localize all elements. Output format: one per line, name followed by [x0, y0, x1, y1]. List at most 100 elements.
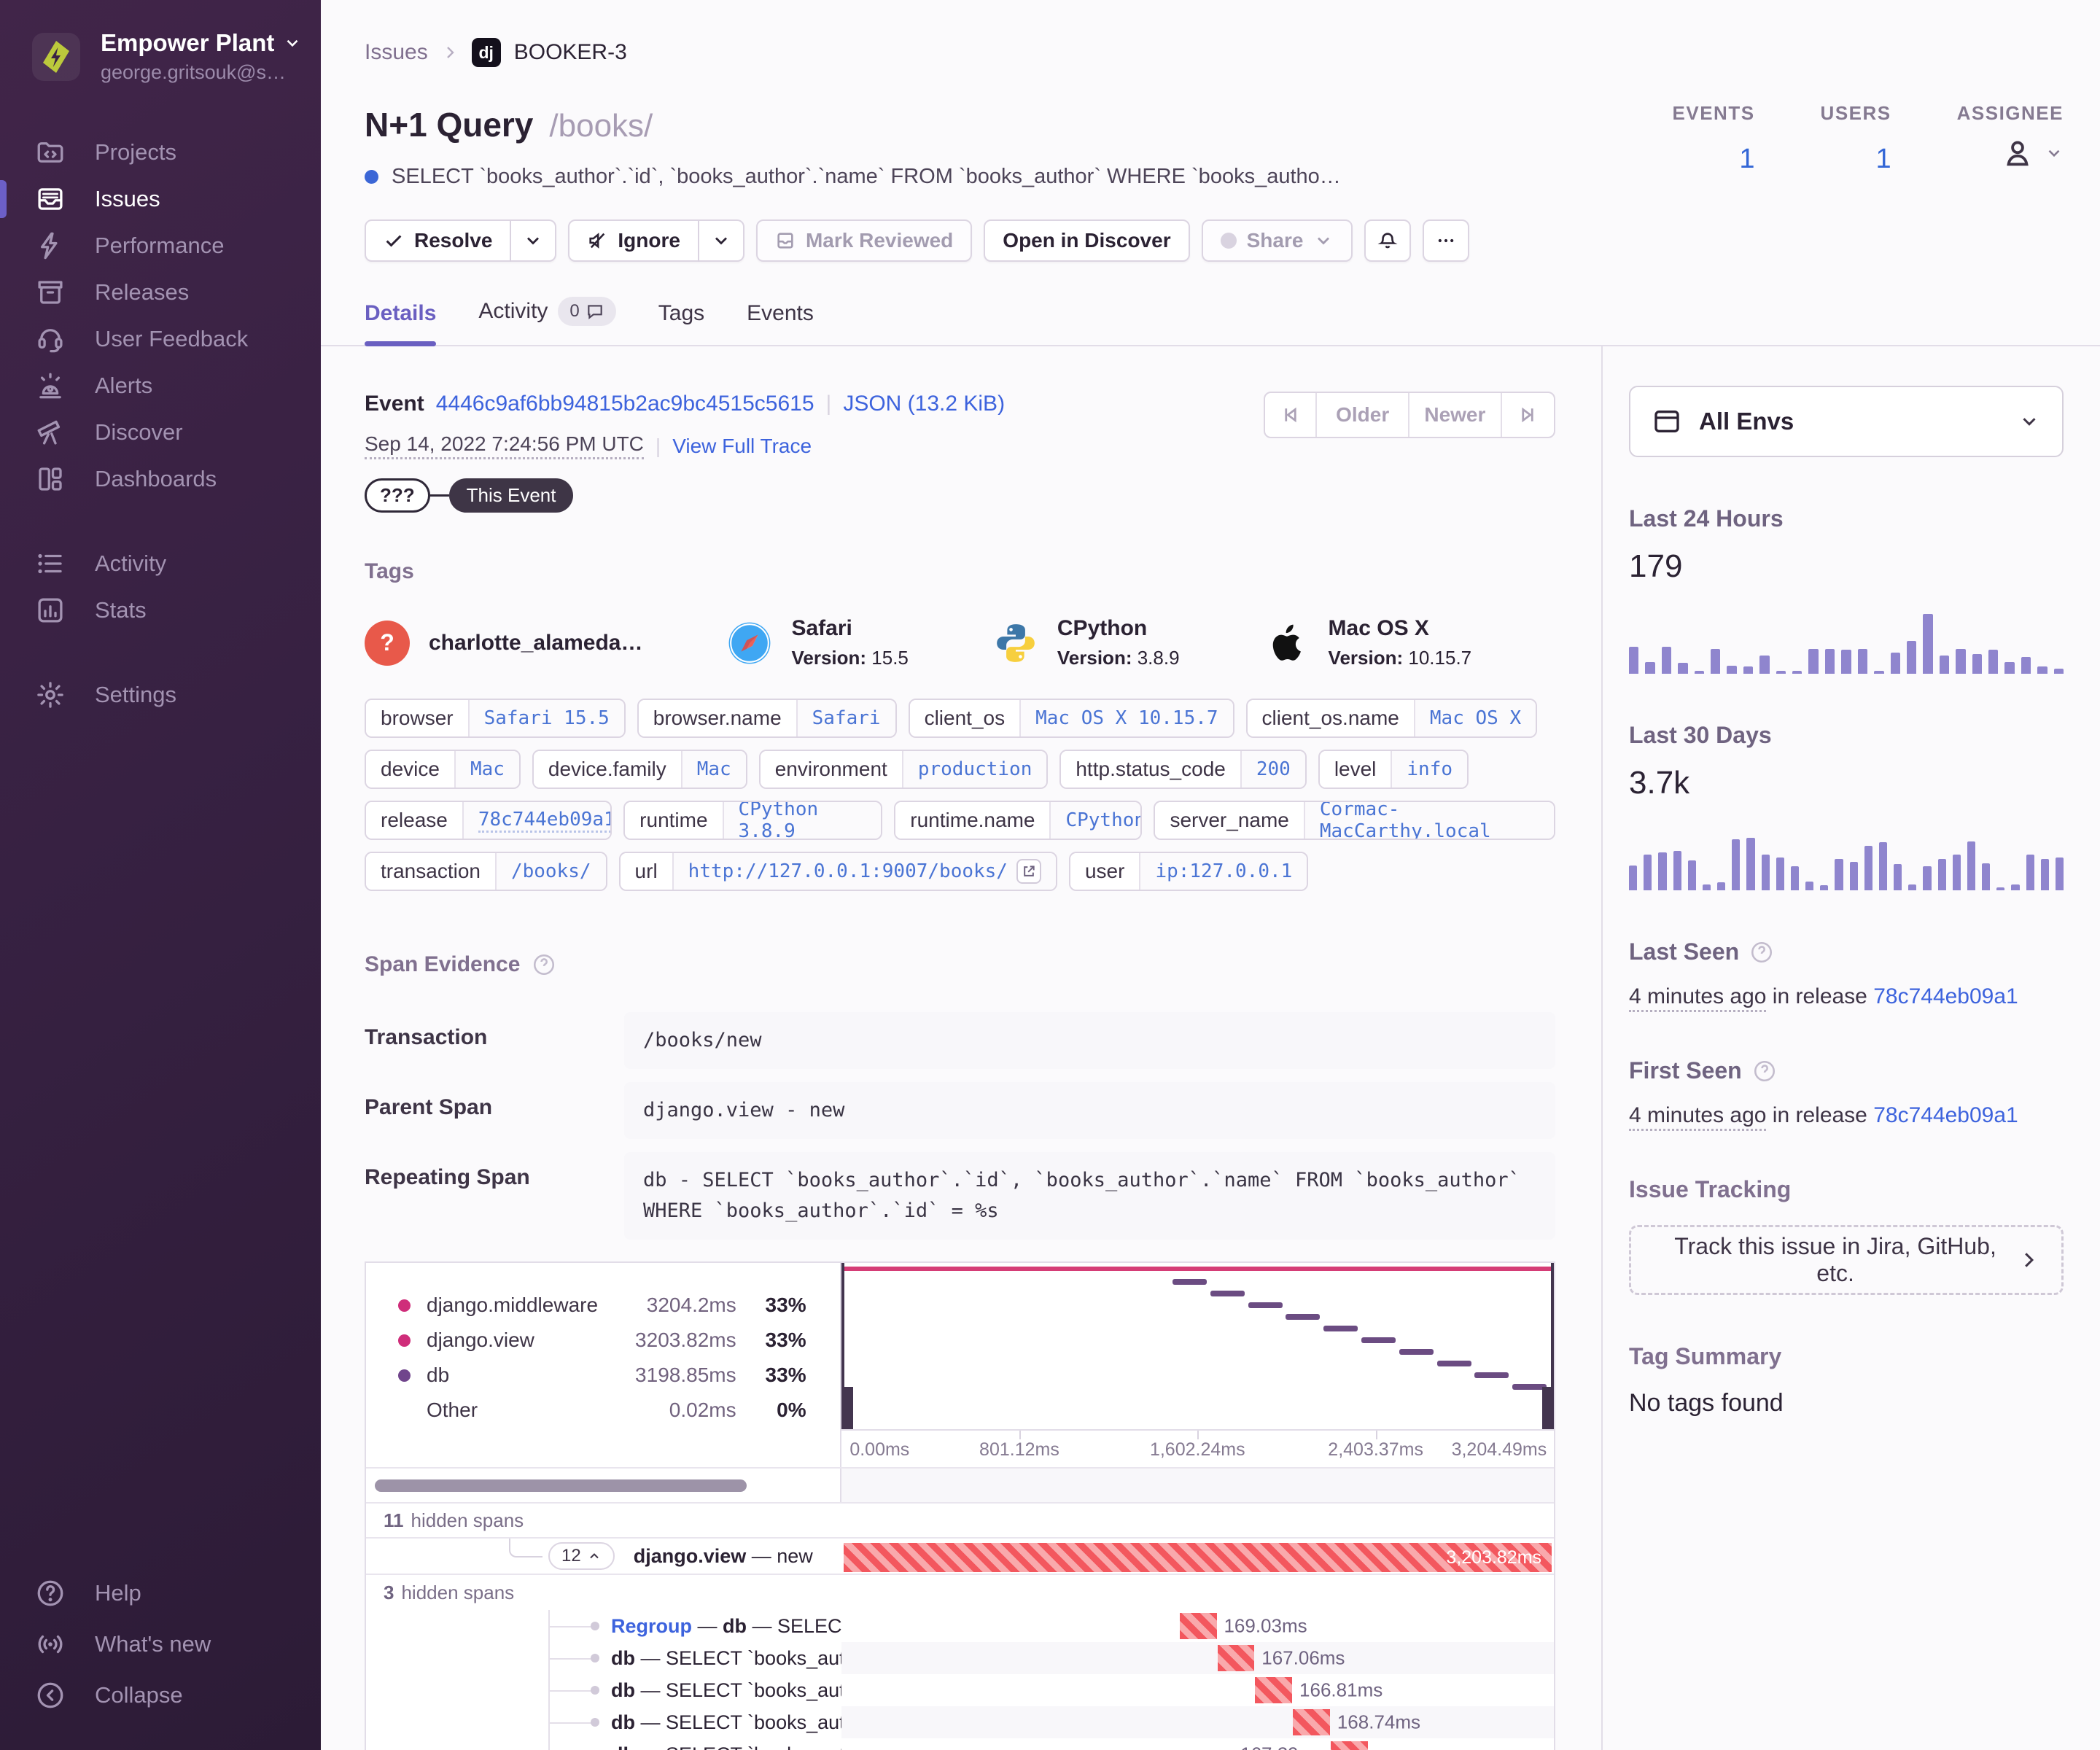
- share-button[interactable]: Share: [1201, 219, 1353, 262]
- tag-value[interactable]: info: [1391, 751, 1468, 788]
- span-duration-bar[interactable]: [1293, 1709, 1331, 1735]
- event-id-link[interactable]: 4446c9af6bb94815b2ac9bc4515c5615: [435, 392, 814, 416]
- tag-value[interactable]: Mac: [680, 751, 746, 788]
- tag-value[interactable]: Safari 15.5: [467, 700, 624, 736]
- tag-pill-browser.name[interactable]: browser.name Safari: [637, 699, 897, 738]
- waterfall-minimap[interactable]: [841, 1263, 1554, 1429]
- tag-value[interactable]: 78c744eb09a1: [462, 802, 611, 839]
- tag-value[interactable]: 200: [1240, 751, 1305, 788]
- sidebar-item-issues[interactable]: Issues: [0, 176, 321, 222]
- span-duration-bar[interactable]: [1255, 1677, 1293, 1703]
- tag-value[interactable]: CPython 3.8.9: [722, 802, 882, 839]
- tag-pill-http.status_code[interactable]: http.status_code 200: [1059, 750, 1307, 789]
- tab-activity[interactable]: Activity 0: [478, 297, 616, 345]
- assignee-dropdown[interactable]: [1957, 136, 2064, 170]
- tag-pill-url[interactable]: url http://127.0.0.1:9007/books/: [618, 852, 1057, 891]
- oldest-event-button[interactable]: [1265, 393, 1318, 437]
- users-count[interactable]: 1: [1875, 144, 1891, 174]
- skip-to-latest-button[interactable]: [1502, 393, 1554, 437]
- sidebar-item-collapse[interactable]: Collapse: [0, 1670, 321, 1721]
- minimap-right-handle[interactable]: [1541, 1263, 1554, 1429]
- span-row[interactable]: db — SELECT `books_author` 167.06ms: [366, 1642, 1554, 1674]
- span-group-toggle[interactable]: 12: [548, 1542, 615, 1570]
- tag-pill-runtime.name[interactable]: runtime.name CPython: [894, 801, 1143, 840]
- open-in-discover-button[interactable]: Open in Discover: [984, 219, 1190, 262]
- span-duration-bar[interactable]: [1217, 1645, 1255, 1671]
- sidebar-item-performance[interactable]: Performance: [0, 222, 321, 269]
- event-json-link[interactable]: JSON (13.2 KiB): [843, 392, 1006, 416]
- tag-value[interactable]: Cormac-MacCarthy.local: [1303, 802, 1554, 839]
- breadcrumb-issues[interactable]: Issues: [365, 40, 428, 64]
- external-link-icon[interactable]: [1016, 859, 1041, 884]
- resolve-button[interactable]: Resolve: [365, 219, 512, 262]
- track-issue-button[interactable]: Track this issue in Jira, GitHub, etc.: [1629, 1225, 2064, 1295]
- resolve-dropdown-button[interactable]: [511, 219, 557, 262]
- tag-pill-device.family[interactable]: device.family Mac: [532, 750, 747, 789]
- tag-value[interactable]: CPython: [1049, 802, 1141, 839]
- tag-pill-level[interactable]: level info: [1318, 750, 1469, 789]
- tag-value[interactable]: Mac OS X 10.15.7: [1019, 700, 1233, 736]
- events-count[interactable]: 1: [1739, 144, 1755, 174]
- sidebar-item-alerts[interactable]: Alerts: [0, 362, 321, 409]
- sidebar-item-user-feedback[interactable]: User Feedback: [0, 316, 321, 362]
- more-actions-button[interactable]: [1423, 219, 1470, 262]
- span-row[interactable]: db — SELECT `books_author` 168.74ms: [366, 1706, 1554, 1738]
- tag-value[interactable]: Safari: [796, 700, 895, 736]
- subscribe-button[interactable]: [1364, 219, 1412, 262]
- tab-tags[interactable]: Tags: [658, 301, 705, 325]
- span-row[interactable]: Regroup — db — SELECT `boo 169.03ms: [366, 1610, 1554, 1642]
- first-seen-release-link[interactable]: 78c744eb09a1: [1873, 1103, 2018, 1127]
- tag-pill-transaction[interactable]: transaction/books/: [365, 852, 607, 891]
- span-duration-bar[interactable]: [1179, 1613, 1217, 1639]
- tag-pill-device[interactable]: device Mac: [365, 750, 521, 789]
- sidebar-item-releases[interactable]: Releases: [0, 269, 321, 316]
- span-row[interactable]: db — SELECT `books_author` 166.81ms: [366, 1674, 1554, 1706]
- view-full-trace-link[interactable]: View Full Trace: [672, 434, 812, 457]
- waterfall-scrollbar[interactable]: [375, 1479, 747, 1492]
- tag-pill-release[interactable]: release 78c744eb09a1: [365, 801, 612, 840]
- sidebar-item-stats[interactable]: Stats: [0, 587, 321, 634]
- tag-pill-user[interactable]: user ip:127.0.0.1: [1068, 852, 1309, 891]
- sidebar-item-dashboards[interactable]: Dashboards: [0, 456, 321, 502]
- span-group-row[interactable]: 12 django.view — new 3,203.82ms: [366, 1537, 1554, 1575]
- regroup-link[interactable]: Regroup: [611, 1614, 692, 1637]
- sidebar-item-what-s-new[interactable]: What's new: [0, 1619, 321, 1670]
- environment-filter[interactable]: All Envs: [1629, 386, 2064, 457]
- span-group-bar[interactable]: 3,203.82ms: [843, 1543, 1552, 1572]
- mark-reviewed-button[interactable]: Mark Reviewed: [755, 219, 973, 262]
- span-row[interactable]: db — SELECT `books_author` 167.29ms: [366, 1738, 1554, 1750]
- tag-value[interactable]: Mac OS X: [1413, 700, 1536, 736]
- tab-events[interactable]: Events: [747, 301, 814, 325]
- sidebar-item-projects[interactable]: Projects: [0, 129, 321, 176]
- sidebar-item-settings[interactable]: Settings: [0, 672, 321, 718]
- sidebar-item-help[interactable]: Help: [0, 1568, 321, 1619]
- hidden-spans-row-mid[interactable]: 3 hidden spans: [366, 1575, 1554, 1610]
- tab-details[interactable]: Details: [365, 301, 437, 346]
- sidebar-item-activity[interactable]: Activity: [0, 540, 321, 587]
- sidebar-item-discover[interactable]: Discover: [0, 409, 321, 456]
- tag-pill-runtime[interactable]: runtime CPython 3.8.9: [623, 801, 883, 840]
- context-os[interactable]: Mac OS X Version: 10.15.7: [1264, 616, 1471, 669]
- ignore-button[interactable]: Ignore: [568, 219, 699, 262]
- tag-value[interactable]: /books/: [494, 853, 606, 890]
- tag-value[interactable]: Mac: [454, 751, 519, 788]
- context-browser[interactable]: Safari Version: 15.5: [727, 616, 909, 669]
- older-event-button[interactable]: Older: [1317, 393, 1410, 437]
- org-switcher[interactable]: Empower Plant george.gritsouk@s…: [0, 0, 321, 84]
- span-duration-bar[interactable]: [1331, 1741, 1368, 1750]
- tag-pill-environment[interactable]: environment production: [758, 750, 1049, 789]
- tag-pill-client_os[interactable]: client_os Mac OS X 10.15.7: [908, 699, 1234, 738]
- newer-event-button[interactable]: Newer: [1409, 393, 1502, 437]
- tag-value[interactable]: production: [901, 751, 1047, 788]
- tag-value[interactable]: ip:127.0.0.1: [1139, 853, 1307, 890]
- tag-pill-browser[interactable]: browser Safari 15.5: [365, 699, 626, 738]
- ignore-dropdown-button[interactable]: [699, 219, 744, 262]
- context-user[interactable]: ? charlotte_alameda…: [365, 616, 642, 669]
- tag-pill-client_os.name[interactable]: client_os.name Mac OS X: [1245, 699, 1538, 738]
- tag-pill-server_name[interactable]: server_name Cormac-MacCarthy.local: [1154, 801, 1555, 840]
- hidden-spans-row-top[interactable]: 11 hidden spans: [366, 1502, 1554, 1537]
- tag-value[interactable]: http://127.0.0.1:9007/books/: [672, 853, 1056, 890]
- context-runtime[interactable]: CPython Version: 3.8.9: [993, 616, 1180, 669]
- last-seen-release-link[interactable]: 78c744eb09a1: [1873, 984, 2018, 1008]
- trace-unknown-pill[interactable]: ???: [365, 478, 430, 513]
